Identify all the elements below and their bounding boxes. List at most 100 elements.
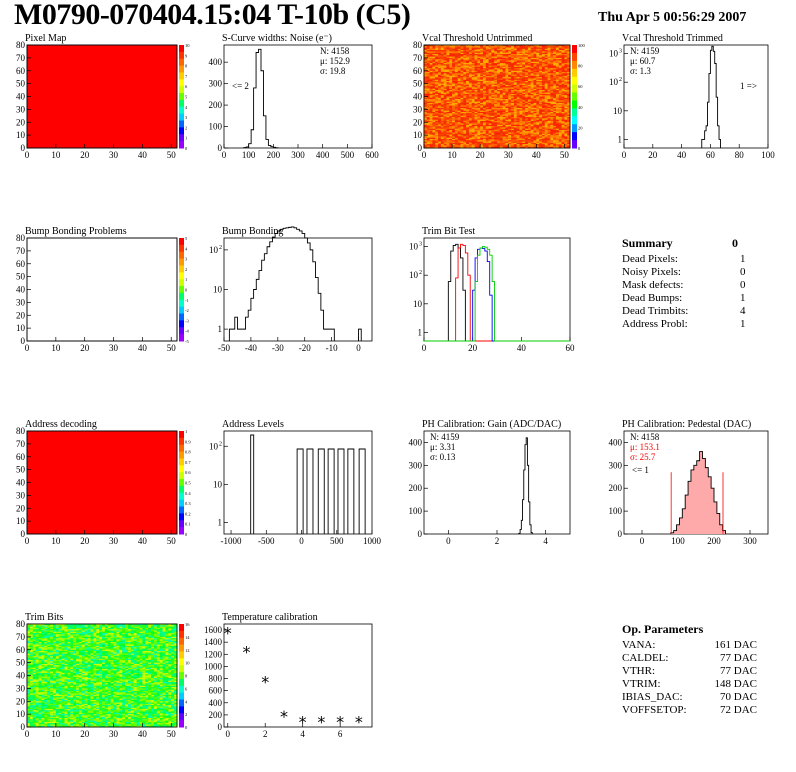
heatmap-cell [561, 91, 565, 93]
heatmap-cell [561, 54, 565, 56]
x-tick-label: 50 [167, 150, 177, 160]
stat-text: μ: 152.9 [320, 56, 350, 66]
heatmap-cell [488, 52, 492, 55]
heatmap-cell [527, 132, 531, 135]
x-tick-label: 300 [743, 536, 757, 546]
heatmap-cell [432, 144, 436, 146]
colz-swatch [179, 465, 184, 473]
heatmap-cell [488, 87, 492, 90]
heatmap-cell [519, 108, 523, 110]
heatmap-cell [536, 99, 540, 101]
heatmap-cell [482, 75, 487, 78]
heatmap-cell [550, 124, 554, 127]
colz-label: 0 [185, 532, 188, 537]
heatmap-cell [463, 101, 467, 104]
heatmap-cell [468, 132, 473, 135]
heatmap-cell [555, 104, 560, 106]
heatmap-cell [553, 137, 557, 140]
heatmap-cell [502, 131, 506, 133]
heatmap-cell [527, 127, 531, 129]
heatmap-cell [151, 631, 155, 634]
heatmap-cell [553, 81, 557, 83]
heatmap-cell [539, 93, 543, 96]
data-point: * [299, 712, 307, 731]
heatmap-cell [544, 51, 548, 54]
heatmap-cell [558, 46, 562, 48]
heatmap-cell [452, 87, 456, 90]
colz-swatch [179, 527, 184, 535]
heatmap-cell [497, 65, 501, 68]
heatmap-cell [449, 141, 453, 144]
heatmap-cell [502, 142, 506, 145]
heatmap-cell [471, 123, 475, 126]
heatmap-cell [482, 72, 487, 74]
heatmap-cell [424, 95, 428, 97]
heatmap-cell [511, 93, 515, 96]
heatmap-cell [44, 627, 48, 630]
heatmap-cell [70, 625, 74, 627]
heatmap-cell [516, 127, 520, 129]
heatmap-cell [567, 132, 571, 135]
heatmap-cell [527, 137, 531, 140]
heatmap-cell [471, 108, 475, 110]
heatmap-cell [435, 118, 439, 120]
heatmap-cell [446, 87, 450, 90]
heatmap-cell [502, 118, 506, 120]
heatmap-cell [435, 93, 439, 96]
y-tick-label: 40 [413, 92, 423, 102]
heatmap-cell [438, 122, 442, 124]
heatmap-cell [156, 630, 160, 633]
heatmap-cell [426, 57, 430, 60]
heatmap-cell [547, 144, 551, 146]
heatmap-cell [174, 626, 178, 629]
heatmap-cell [547, 124, 551, 127]
heatmap-cell [116, 631, 120, 634]
heatmap-cell [133, 630, 137, 633]
heatmap-cell [511, 122, 515, 124]
heatmap-cell [541, 111, 546, 114]
heatmap-cell [78, 631, 83, 634]
heatmap-cell [513, 113, 517, 115]
heatmap-cell [466, 57, 470, 60]
heatmap-cell [480, 83, 484, 86]
heatmap-cell [127, 627, 132, 630]
heatmap-cell [460, 132, 464, 135]
heatmap-cell [432, 120, 436, 123]
heatmap-cell [527, 113, 531, 115]
heatmap-cell [171, 627, 175, 630]
heatmap-cell [499, 117, 503, 119]
heatmap-cell [499, 111, 503, 114]
heatmap-cell [460, 81, 464, 83]
heatmap-cell [567, 87, 571, 90]
x-tick-label: -40 [245, 343, 257, 353]
heatmap-cell [564, 137, 568, 140]
heatmap-cell [485, 60, 489, 63]
heatmap-cell [508, 110, 512, 113]
heatmap-cell [505, 104, 509, 106]
heatmap-cell [561, 131, 565, 133]
heatmap-cell [477, 57, 481, 60]
heatmap-cell [426, 51, 430, 54]
heatmap-cell [533, 145, 537, 148]
heatmap-cell [491, 110, 495, 113]
plot-frame [223, 623, 373, 728]
heatmap-cell [539, 122, 543, 124]
heatmap-cell [516, 99, 520, 101]
heatmap-cell [567, 140, 571, 142]
heatmap-cell [530, 48, 534, 51]
heatmap-cell [494, 52, 498, 55]
heatmap-cell [454, 104, 458, 106]
heatmap-cell [553, 54, 557, 56]
heatmap-cell [440, 48, 444, 51]
heatmap-cell [530, 145, 534, 148]
heatmap-cell [558, 61, 562, 64]
heatmap-cell [426, 141, 430, 144]
heatmap-cell [432, 61, 436, 64]
heatmap-cell [488, 51, 492, 54]
heatmap-cell [466, 74, 470, 77]
heatmap-cell [499, 46, 503, 48]
heatmap-cell [505, 87, 509, 90]
heatmap-cell [555, 79, 560, 82]
heatmap-cell [443, 88, 447, 91]
heatmap-cell [533, 99, 537, 101]
